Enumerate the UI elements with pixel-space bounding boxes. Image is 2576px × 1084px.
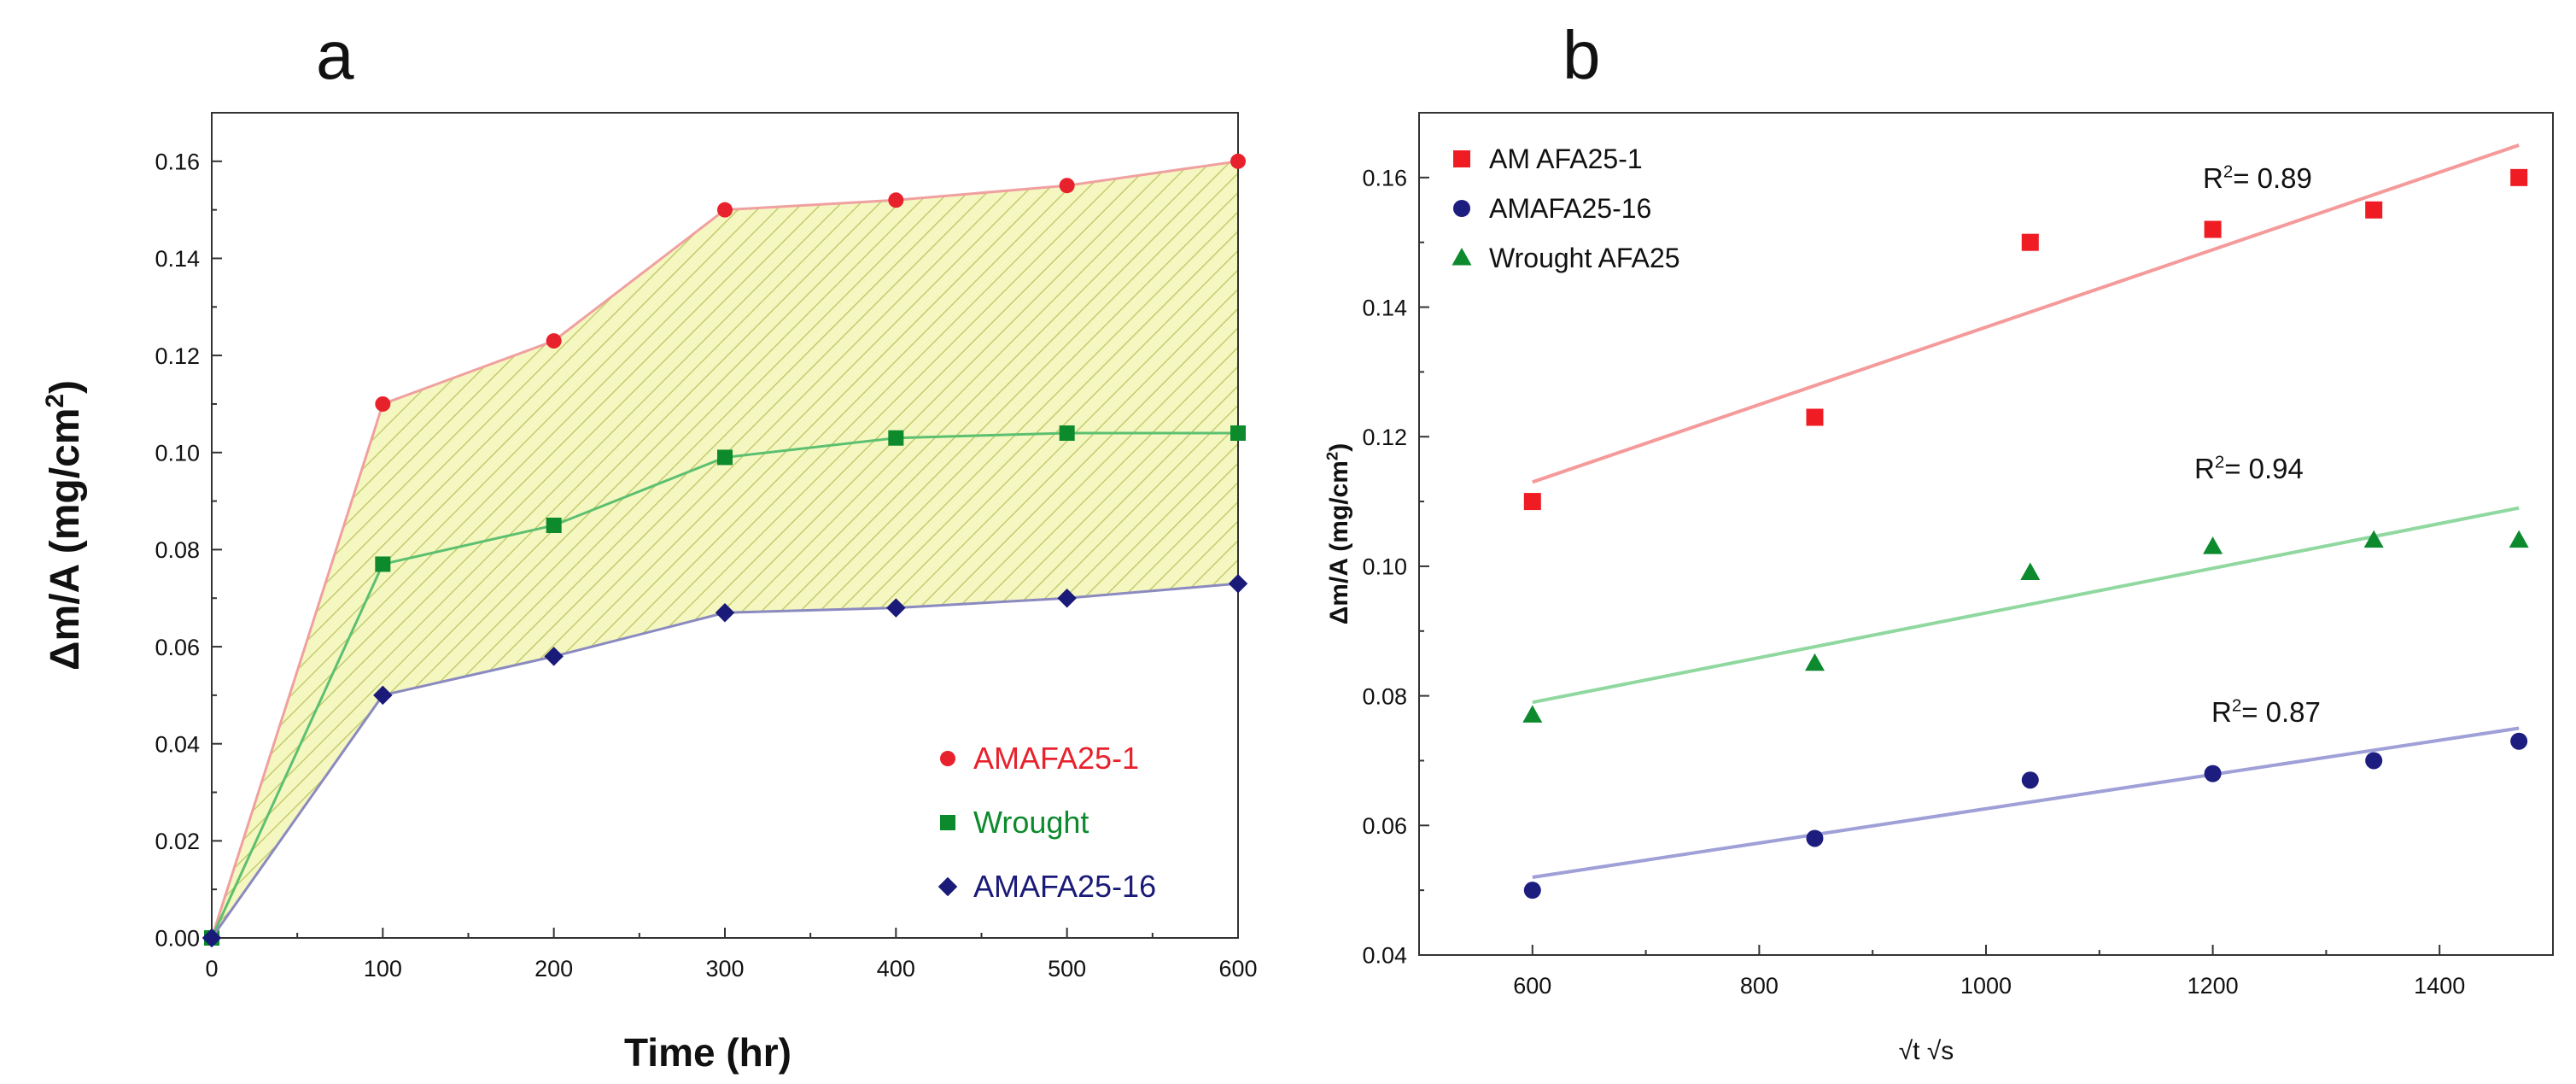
legend-marker	[940, 751, 955, 766]
data-point	[1522, 705, 1543, 723]
data-point	[715, 603, 735, 623]
y-tick-label: 0.08	[1362, 683, 1407, 709]
x-tick-label: 300	[705, 956, 744, 981]
y-tick-label: 0.14	[1362, 295, 1407, 320]
data-point	[2021, 233, 2039, 251]
x-tick-label: 600	[1513, 973, 1551, 999]
data-point	[886, 598, 906, 618]
r2-annotation: R2= 0.94	[2194, 452, 2304, 484]
data-point	[717, 202, 733, 218]
panel-b-chart: 600 800 1000 1200 1400 0.04 0.06 0.08 0.10 0.12 0.…	[1323, 17, 2554, 1065]
data-point	[888, 192, 904, 208]
fit-line-2	[1532, 506, 2520, 705]
data-point	[888, 430, 904, 446]
data-point	[375, 556, 391, 572]
legend-label: Wrought	[973, 805, 1089, 840]
legend-marker	[1453, 200, 1470, 217]
y-tick-label: 0.00	[155, 926, 200, 952]
data-point	[2021, 771, 2039, 789]
legend-marker	[940, 815, 955, 830]
x-tick-label: 100	[364, 956, 402, 981]
y-tick-label: 0.10	[155, 440, 200, 466]
y-tick-label: 0.04	[1362, 943, 1407, 969]
legend-label: AMAFA25-16	[973, 869, 1156, 904]
r2-annotation: R2= 0.89	[2203, 161, 2312, 194]
y-tick-label: 0.10	[1362, 554, 1407, 580]
data-point	[544, 647, 564, 666]
data-point	[2204, 765, 2222, 782]
data-point	[202, 928, 222, 948]
shaded-band	[212, 161, 1238, 938]
x-tick-label: 400	[877, 956, 915, 981]
y-tick-label: 0.06	[155, 635, 200, 660]
data-point	[546, 518, 562, 533]
y-tick-label: 0.14	[155, 246, 200, 272]
legend-label: AM AFA25-1	[1489, 144, 1643, 174]
data-point	[1804, 653, 1825, 671]
y-tick-label: 0.16	[155, 149, 200, 175]
data-point	[2365, 752, 2383, 770]
y-tick-label: 0.04	[155, 731, 200, 757]
data-point	[2203, 536, 2223, 554]
y-tick-label: 0.02	[155, 829, 200, 854]
data-point	[1806, 829, 1824, 847]
data-point	[1523, 493, 1541, 511]
x-tick-label: 200	[534, 956, 573, 981]
data-point	[2510, 732, 2528, 750]
data-point	[1230, 153, 1246, 169]
legend-label: Wrought AFA25	[1489, 243, 1680, 273]
panel-label: b	[1563, 17, 1601, 93]
r2-annotation: R2= 0.87	[2211, 695, 2321, 728]
data-point	[1059, 425, 1075, 442]
y-axis-label: Δm/A (mg/cm2)	[1323, 443, 1353, 625]
y-tick-label: 0.12	[1362, 425, 1407, 450]
y-tick-label: 0.08	[155, 537, 200, 563]
legend-marker	[1453, 150, 1470, 167]
legend-label: AMAFA25-16	[1489, 193, 1651, 224]
y-tick-label: 0.06	[1362, 813, 1407, 839]
x-axis-label: √t √s	[1899, 1037, 1954, 1065]
fit-line-0	[1532, 144, 2520, 484]
legend-marker	[938, 876, 958, 897]
x-tick-label: 1000	[1960, 973, 2012, 999]
x-tick-label: 600	[1218, 956, 1257, 981]
data-point	[373, 685, 393, 706]
x-tick-label: 1200	[2188, 973, 2239, 999]
data-point	[717, 449, 733, 466]
x-axis-label: Time (hr)	[624, 1030, 791, 1075]
fit-line-1	[1532, 726, 2520, 879]
y-axis-label: Δm/A (mg/cm2)	[41, 380, 88, 671]
y-tick-label: 0.16	[1362, 166, 1407, 191]
data-point	[2204, 220, 2222, 238]
data-point	[546, 333, 562, 349]
x-tick-label: 1400	[2414, 973, 2465, 999]
data-point	[2510, 168, 2528, 186]
data-point	[1806, 408, 1824, 426]
panel-a-chart: 0 100 200 300 400 500 600 0.00 0.02 0.04 0.06 0.08 0…	[41, 17, 1258, 1075]
legend-marker	[1452, 248, 1472, 266]
data-point	[2365, 201, 2383, 219]
data-point	[375, 396, 391, 412]
y-tick-label: 0.12	[155, 343, 200, 369]
data-point	[1057, 588, 1077, 608]
data-point	[2363, 530, 2384, 548]
legend-label: AMAFA25-1	[973, 741, 1139, 776]
x-tick-label: 500	[1048, 956, 1086, 981]
data-point	[1230, 425, 1246, 442]
data-point	[1059, 178, 1075, 194]
panel-label: a	[316, 17, 354, 93]
data-point	[2509, 530, 2529, 548]
data-point	[1523, 882, 1541, 899]
x-tick-label: 0	[205, 956, 218, 981]
data-point	[2020, 562, 2041, 581]
x-tick-label: 800	[1740, 973, 1779, 999]
data-point	[1228, 573, 1248, 594]
